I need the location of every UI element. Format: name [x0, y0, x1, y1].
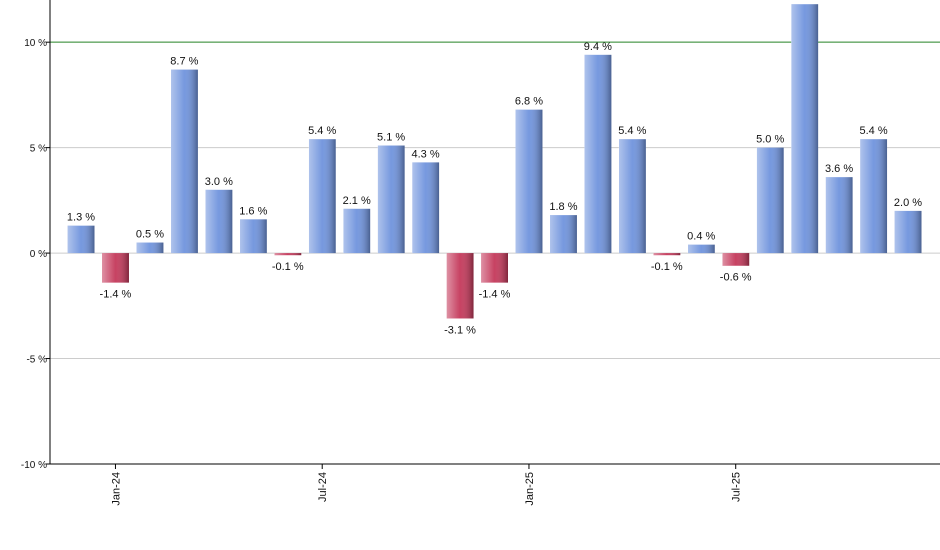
bar-shade	[481, 253, 508, 283]
bar-shade	[894, 210, 922, 254]
bar-shade	[343, 208, 371, 254]
bar-shade	[722, 253, 750, 266]
value-label: 5.4 %	[308, 125, 336, 137]
y-tick-label: 10 %	[24, 38, 47, 49]
value-label: -3.1 %	[444, 324, 476, 336]
bar-shade	[618, 139, 646, 254]
bar-shade	[446, 253, 474, 319]
value-label: 1.3 %	[67, 212, 95, 224]
bar-shade	[101, 253, 129, 283]
x-tick-label: Jul-24	[317, 472, 329, 502]
y-tick-label: 5 %	[30, 144, 47, 155]
value-label: 4.3 %	[412, 148, 440, 160]
bar-shade	[791, 4, 819, 254]
value-label: 5.4 %	[618, 125, 646, 137]
value-label: 11.8 %	[788, 0, 822, 2]
value-label: -1.4 %	[100, 289, 132, 301]
y-tick-label: -5 %	[26, 355, 47, 366]
value-label: -1.4 %	[479, 289, 511, 301]
value-label: 0.5 %	[136, 229, 164, 241]
bar-shade	[549, 215, 577, 254]
value-label: 2.1 %	[343, 195, 371, 207]
bar-shade	[239, 219, 267, 254]
x-tick-label: Jan-24	[110, 472, 122, 506]
bar-shade	[170, 69, 198, 254]
value-label: 1.8 %	[549, 201, 577, 213]
bar-shade	[136, 242, 164, 254]
value-label: 0.4 %	[687, 231, 715, 243]
x-tick-label: Jan-25	[524, 472, 536, 506]
value-label: -0.1 %	[272, 261, 304, 273]
bar-shade	[860, 139, 888, 254]
value-label: 8.7 %	[170, 56, 198, 68]
bar-shade	[756, 147, 784, 254]
value-label: 3.6 %	[825, 163, 853, 175]
bar-shade	[67, 225, 95, 254]
bar-shade	[653, 253, 681, 256]
y-tick-label: -10 %	[21, 460, 47, 471]
x-tick-label: Jul-25	[731, 472, 743, 502]
bar-shade	[825, 177, 853, 254]
bar-shade	[687, 244, 715, 254]
value-label: 9.4 %	[584, 41, 612, 53]
value-label: 2.0 %	[894, 197, 922, 209]
bar-shade	[274, 253, 302, 256]
value-label: 5.4 %	[859, 125, 887, 137]
value-label: 5.0 %	[756, 134, 784, 146]
value-label: 1.6 %	[239, 205, 267, 217]
bar-shade	[515, 109, 543, 254]
bar-shade	[412, 162, 440, 254]
value-label: -0.6 %	[720, 272, 752, 284]
bar-shade	[308, 139, 336, 254]
bar-shade	[205, 189, 233, 254]
value-label: 3.0 %	[205, 176, 233, 188]
bar-shade	[377, 145, 405, 254]
y-tick-label: 0 %	[30, 249, 47, 260]
value-label: 6.8 %	[515, 96, 543, 108]
value-label: 5.1 %	[377, 132, 405, 144]
value-label: -0.1 %	[651, 261, 683, 273]
bar-shade	[584, 54, 612, 254]
